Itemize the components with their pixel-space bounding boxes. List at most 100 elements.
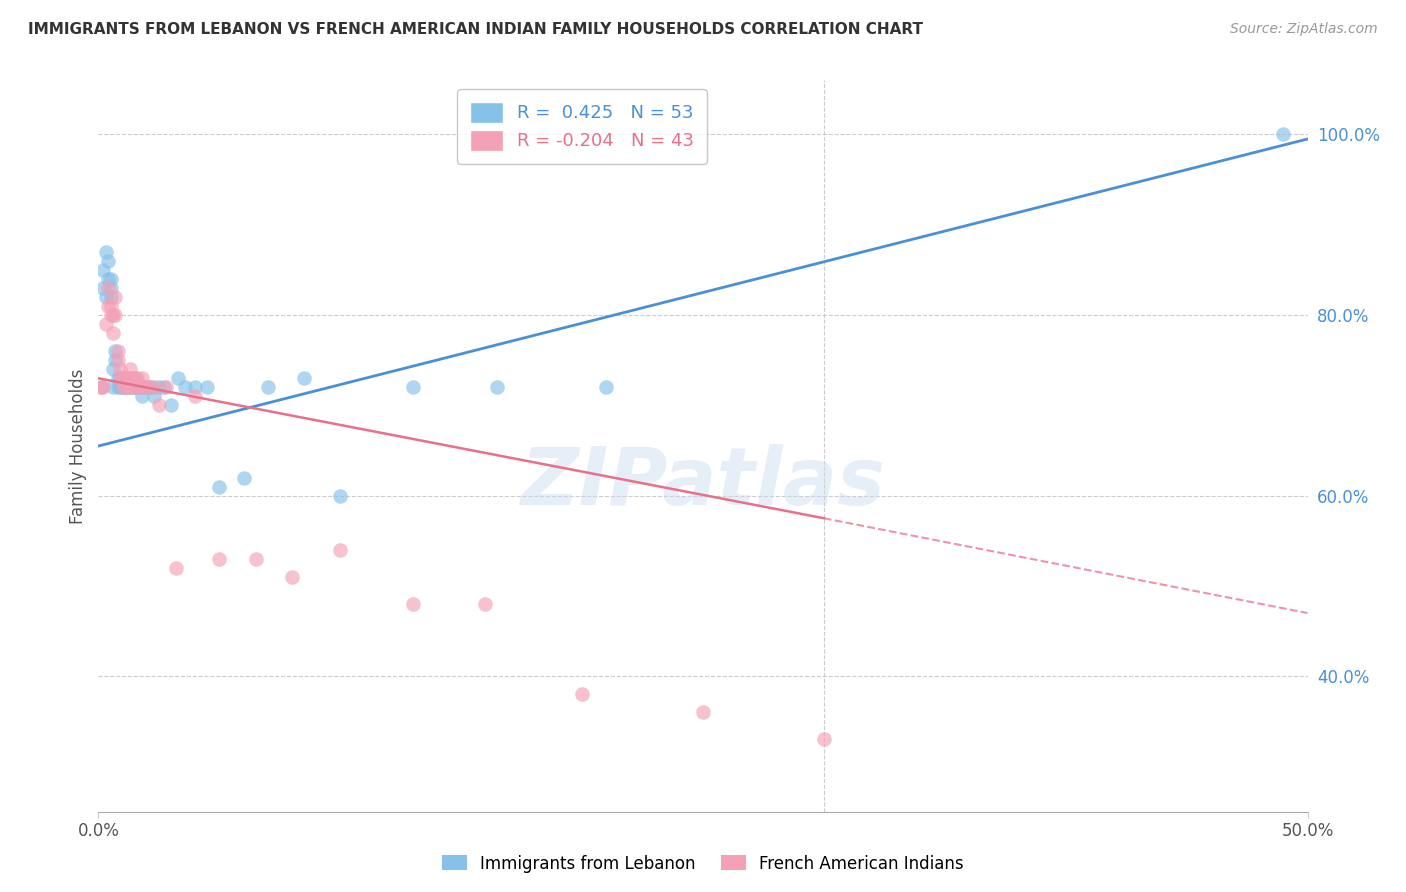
Point	[595, 380, 617, 394]
Point	[97, 253, 120, 268]
Point	[101, 362, 124, 376]
Point	[124, 380, 146, 394]
Point	[208, 552, 231, 566]
Point	[118, 380, 141, 394]
Point	[114, 371, 136, 385]
Point	[107, 371, 129, 385]
Point	[131, 371, 153, 385]
Point	[143, 380, 166, 394]
Point	[114, 380, 136, 394]
Point	[160, 398, 183, 412]
Point	[100, 290, 122, 304]
Point	[91, 281, 114, 295]
Text: Source: ZipAtlas.com: Source: ZipAtlas.com	[1230, 22, 1378, 37]
Point	[104, 290, 127, 304]
Legend: Immigrants from Lebanon, French American Indians: Immigrants from Lebanon, French American…	[436, 848, 970, 880]
Point	[571, 687, 593, 701]
Point	[100, 299, 122, 313]
Point	[107, 380, 129, 394]
Point	[118, 362, 141, 376]
Point	[118, 371, 141, 385]
Point	[111, 380, 134, 394]
Point	[134, 380, 156, 394]
Point	[232, 470, 254, 484]
Point	[184, 389, 207, 403]
Text: IMMIGRANTS FROM LEBANON VS FRENCH AMERICAN INDIAN FAMILY HOUSEHOLDS CORRELATION : IMMIGRANTS FROM LEBANON VS FRENCH AMERIC…	[28, 22, 924, 37]
Point	[155, 380, 177, 394]
Point	[143, 389, 166, 403]
Text: ZIPatlas: ZIPatlas	[520, 443, 886, 522]
Point	[135, 380, 157, 394]
Point	[402, 380, 425, 394]
Point	[100, 281, 122, 295]
Point	[111, 371, 134, 385]
Point	[256, 380, 278, 394]
Point	[402, 597, 425, 611]
Point	[91, 380, 114, 394]
Point	[281, 570, 304, 584]
Point	[104, 353, 127, 368]
Point	[118, 380, 141, 394]
Point	[329, 542, 352, 557]
Point	[114, 380, 136, 394]
Point	[184, 380, 207, 394]
Point	[108, 380, 131, 394]
Point	[91, 263, 114, 277]
Point	[101, 326, 124, 340]
Point	[813, 732, 835, 747]
Point	[101, 308, 124, 322]
Point	[104, 344, 127, 359]
Point	[138, 380, 160, 394]
Point	[97, 299, 120, 313]
Point	[94, 244, 117, 259]
Point	[208, 480, 231, 494]
Point	[104, 308, 127, 322]
Point	[128, 380, 150, 394]
Point	[174, 380, 197, 394]
Point	[97, 272, 120, 286]
Point	[474, 597, 496, 611]
Point	[100, 272, 122, 286]
Point	[108, 371, 131, 385]
Point	[329, 489, 352, 503]
Point	[97, 281, 120, 295]
Point	[94, 290, 117, 304]
Point	[107, 344, 129, 359]
Point	[111, 371, 134, 385]
Point	[134, 380, 156, 394]
Point	[245, 552, 267, 566]
Point	[121, 371, 143, 385]
Point	[124, 380, 146, 394]
Point	[108, 371, 131, 385]
Point	[117, 371, 139, 385]
Point	[127, 380, 149, 394]
Legend: R =  0.425   N = 53, R = -0.204   N = 43: R = 0.425 N = 53, R = -0.204 N = 43	[457, 89, 707, 163]
Point	[90, 380, 112, 394]
Point	[195, 380, 218, 394]
Point	[128, 380, 150, 394]
Point	[165, 561, 187, 575]
Point	[100, 308, 122, 322]
Point	[152, 380, 174, 394]
Y-axis label: Family Households: Family Households	[69, 368, 87, 524]
Point	[117, 380, 139, 394]
Point	[692, 706, 714, 720]
Point	[124, 371, 146, 385]
Point	[107, 353, 129, 368]
Point	[108, 362, 131, 376]
Point	[141, 380, 163, 394]
Point	[117, 371, 139, 385]
Point	[486, 380, 509, 394]
Point	[131, 389, 153, 403]
Point	[292, 371, 315, 385]
Point	[121, 380, 143, 394]
Point	[111, 380, 134, 394]
Point	[167, 371, 190, 385]
Point	[90, 380, 112, 394]
Point	[138, 380, 160, 394]
Point	[101, 380, 124, 394]
Point	[148, 398, 170, 412]
Point	[124, 371, 146, 385]
Point	[127, 371, 149, 385]
Point	[1272, 128, 1295, 142]
